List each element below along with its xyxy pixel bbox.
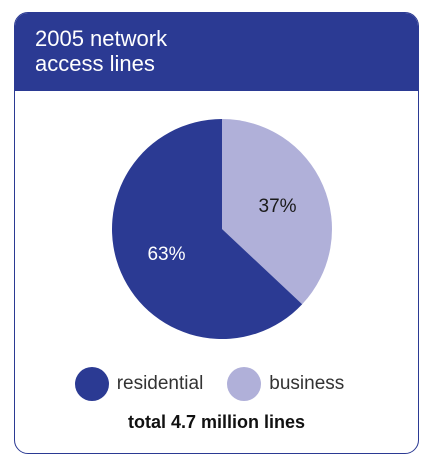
chart-card: 2005 network access lines 37% 63% residen… [14,12,419,454]
pie-slice-residential [111,119,303,339]
chart-legend: residential business [15,366,418,402]
pie-label-residential: 63% [147,244,185,265]
chart-title: 2005 network access lines [35,26,168,76]
legend-item-business: business [227,367,358,401]
legend-item-residential: residential [74,367,218,401]
legend-swatch-business [227,367,262,401]
pie-chart: 37% 63% [111,119,332,339]
legend-label-business: business [269,373,345,394]
chart-total-note: total 4.7 million lines [127,412,306,432]
legend-swatch-residential [74,367,109,401]
pie-label-business: 37% [259,196,297,217]
pie-slice-business [222,119,332,305]
card-header: 2005 network access lines [15,13,418,91]
legend-label-residential: residential [116,373,204,394]
